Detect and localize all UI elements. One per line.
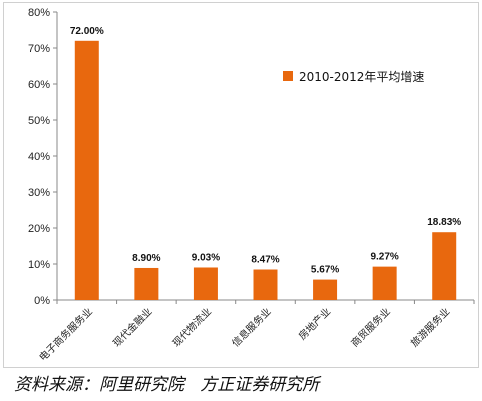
bar bbox=[134, 267, 159, 300]
y-tick-label: 80% bbox=[28, 7, 50, 19]
data-label: 8.90% bbox=[132, 253, 160, 264]
category-label: 商贸服务业 bbox=[348, 305, 393, 350]
data-label: 5.67% bbox=[311, 265, 339, 276]
y-tick-label: 0% bbox=[34, 295, 50, 307]
y-tick-label: 60% bbox=[28, 79, 50, 91]
legend-label: 2010-2012年平均增速 bbox=[299, 70, 424, 84]
bar bbox=[313, 279, 338, 300]
bar bbox=[74, 40, 99, 301]
category-label: 房地产业 bbox=[296, 305, 333, 342]
bar bbox=[432, 232, 457, 300]
y-tick-label: 30% bbox=[28, 187, 50, 199]
bar bbox=[372, 266, 397, 300]
y-tick-label: 40% bbox=[28, 151, 50, 163]
data-label: 9.03% bbox=[192, 252, 220, 263]
category-label: 电子商务服务业 bbox=[36, 305, 95, 364]
data-label: 8.47% bbox=[251, 255, 279, 266]
legend-swatch bbox=[283, 71, 293, 81]
bar-chart: 0% 10% 20% 30% 40% 50% 60% 70% 80% 72.00% 电子商务服务业 8… bbox=[28, 7, 475, 364]
data-label: 72.00% bbox=[70, 26, 104, 37]
category-label: 旅游服务业 bbox=[408, 305, 453, 350]
y-tick-label: 10% bbox=[28, 259, 50, 271]
source-note: 资料来源：阿里研究院 方正证券研究所 bbox=[14, 375, 320, 395]
data-label: 18.83% bbox=[427, 217, 461, 228]
category-label: 信息服务业 bbox=[229, 305, 274, 350]
chart-frame: 0% 10% 20% 30% 40% 50% 60% 70% 80% 72.00% 电子商务服务业 8… bbox=[3, 2, 479, 368]
category-label: 现代金融业 bbox=[110, 305, 155, 350]
bar bbox=[253, 269, 278, 300]
y-tick-label: 20% bbox=[28, 223, 50, 235]
category-label: 现代物流业 bbox=[170, 305, 215, 350]
data-label: 9.27% bbox=[370, 252, 398, 263]
y-tick-label: 50% bbox=[28, 115, 50, 127]
bar bbox=[193, 267, 218, 300]
y-tick-label: 70% bbox=[28, 43, 50, 55]
